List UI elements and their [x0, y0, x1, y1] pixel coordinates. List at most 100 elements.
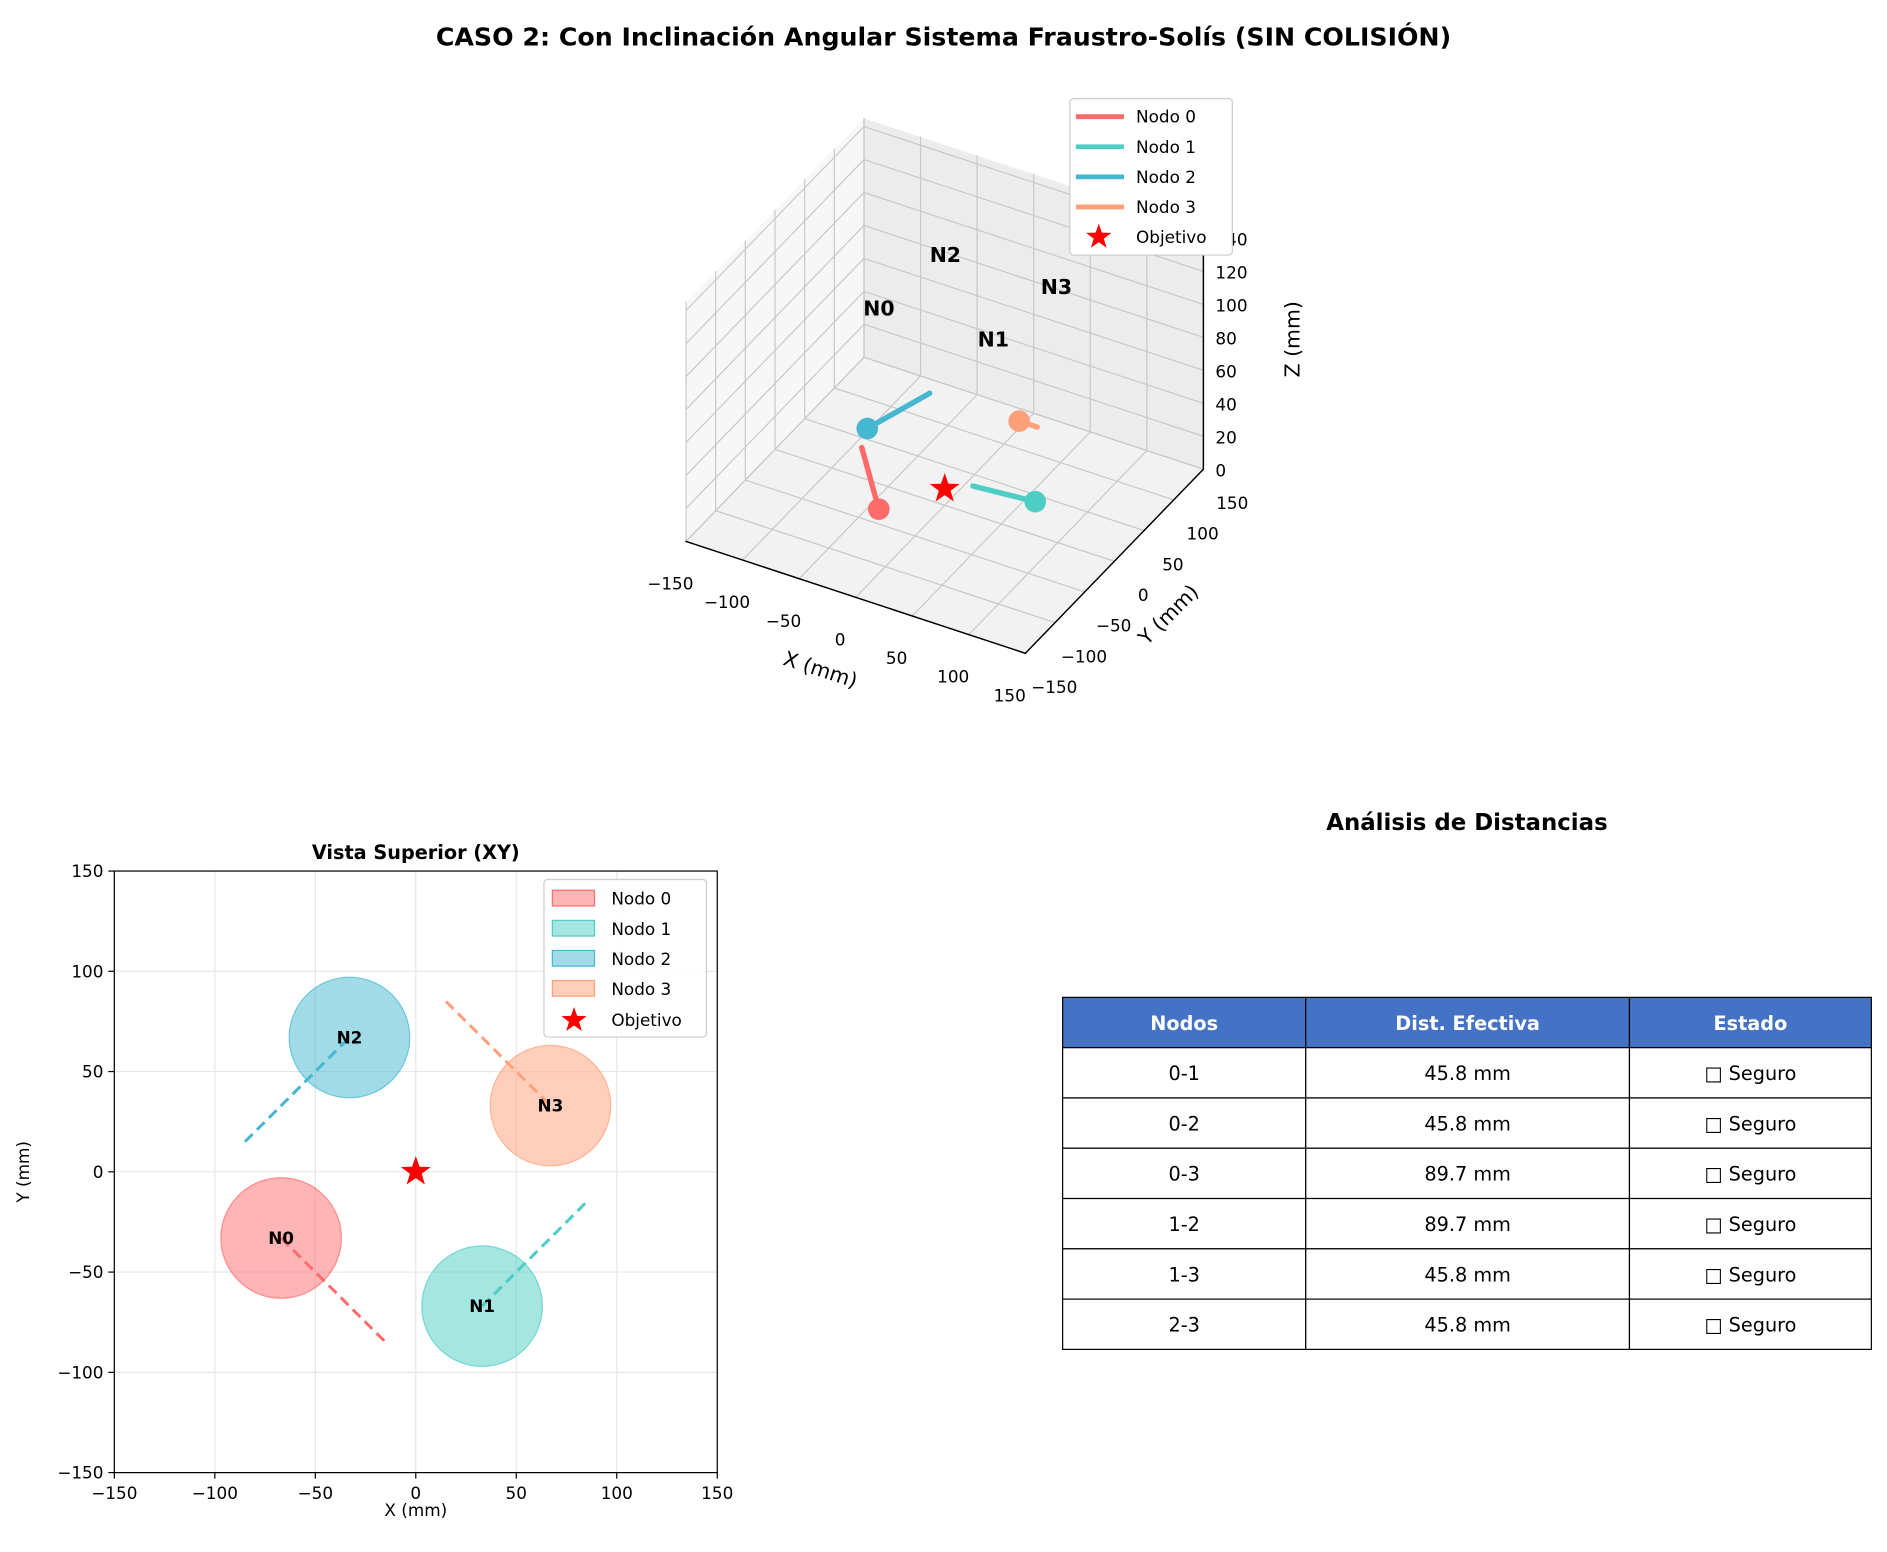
table-cell	[1062, 1147, 1307, 1200]
grid-line	[685, 356, 865, 542]
table-cell-text: 0-1	[1168, 1062, 1199, 1085]
legend-star-icon	[561, 1006, 587, 1031]
y-tick-label: −50	[68, 1262, 104, 1282]
table-cell	[1062, 1047, 1307, 1099]
node-0-marker	[867, 498, 890, 520]
node-2-direction	[243, 1036, 351, 1143]
legend-label: Objetivo	[611, 1010, 681, 1030]
node-1-label: N1	[469, 1296, 495, 1316]
table-cell	[1062, 1197, 1307, 1250]
table-cell-text: 1-2	[1168, 1213, 1199, 1236]
table-cell	[1062, 1298, 1307, 1350]
x-tick-label: 0	[410, 1483, 421, 1503]
table-cell-text: 45.8 mm	[1424, 1112, 1510, 1135]
x-tick-label: 0	[835, 629, 846, 649]
legend-label: Nodo 1	[1136, 137, 1196, 157]
legend-label: Objetivo	[1136, 227, 1206, 247]
node-1-label: N1	[978, 328, 1009, 352]
table-cell-text: 0-2	[1168, 1112, 1199, 1135]
grid-line	[685, 257, 865, 444]
node-2-marker	[856, 417, 879, 440]
grid-line	[863, 224, 1204, 338]
legend-label: Nodo 1	[611, 919, 671, 939]
table-cell	[1305, 1097, 1631, 1149]
table-cell	[1628, 1097, 1872, 1149]
table-header-cell	[1628, 996, 1872, 1049]
top-view-plot: Vista Superior (XY) −150−150 −100 −100 −50 −5…	[13, 841, 733, 1520]
y-tick-label: 100	[71, 961, 103, 981]
z-tick-label: 100	[1215, 296, 1247, 316]
y-tick-label: −50	[1096, 616, 1132, 636]
z-tick-label: 60	[1215, 362, 1236, 382]
distance-table: Análisis de Distancias Nodos Dist. Efectiv…	[1062, 810, 1872, 1350]
table-cell-text: 45.8 mm	[1424, 1263, 1510, 1286]
y-axis-line	[1024, 468, 1205, 655]
grid-line	[685, 290, 865, 477]
table-cell-text: 1-3	[1168, 1263, 1199, 1286]
x-tick-label: 50	[506, 1483, 527, 1503]
figure-title: CASO 2: Con Inclinación Angular Sistema …	[436, 22, 1451, 52]
table-header-cell	[1062, 996, 1307, 1049]
x-tick-label: −100	[192, 1483, 238, 1503]
x-tick-label: 100	[601, 1483, 633, 1503]
table-cell-text: □ Seguro	[1704, 1163, 1796, 1186]
grid-line	[685, 191, 865, 378]
target-star	[929, 473, 960, 502]
y-tick-label: −100	[57, 1362, 103, 1382]
x-tick-label: 150	[701, 1483, 733, 1503]
table-cell-text: □ Seguro	[1704, 1062, 1796, 1085]
grid-line	[685, 158, 865, 345]
node-0-label: N0	[863, 296, 894, 320]
table-header-label: Estado	[1713, 1012, 1787, 1035]
x-tick-label: −50	[766, 611, 802, 631]
table-cell-text: 2-3	[1168, 1314, 1199, 1337]
node-3-label: N3	[1041, 275, 1072, 299]
y-tick-label: 150	[71, 861, 103, 881]
table-cell-text: □ Seguro	[1704, 1112, 1796, 1135]
node-2-line	[864, 390, 933, 432]
table-cell	[1628, 1248, 1872, 1300]
node-3-marker	[1008, 410, 1030, 432]
plot-frame	[113, 870, 718, 1474]
z-tick-label: 0	[1215, 460, 1226, 480]
grid-line	[863, 290, 1204, 404]
grid-line	[833, 387, 1175, 501]
node-1-marker	[1024, 490, 1047, 513]
table-cell-text: 45.8 mm	[1424, 1062, 1510, 1085]
table-header-label: Dist. Efectiva	[1395, 1012, 1540, 1035]
x-axis-label: X (mm)	[781, 646, 861, 692]
y-tick-label: 50	[1162, 554, 1183, 574]
table-cell	[1628, 1298, 1872, 1350]
table-cell-text: 0-3	[1168, 1163, 1199, 1186]
table-cell	[1062, 1248, 1307, 1300]
node-1-direction	[481, 1200, 588, 1308]
y-axis-label: Y (mm)	[13, 1141, 33, 1204]
grid-line	[685, 125, 865, 312]
legend-swatch	[551, 889, 596, 907]
y-tick-label: 150	[1216, 493, 1248, 513]
node-0-direction	[280, 1236, 387, 1344]
legend-swatch	[551, 949, 596, 967]
legend-swatch	[551, 919, 596, 937]
legend-swatch	[551, 979, 596, 997]
node-3-label: N3	[538, 1096, 564, 1116]
grid-line	[863, 257, 1204, 371]
legend-3d	[1069, 98, 1233, 256]
grid-line	[685, 323, 865, 510]
table-cell-text: □ Seguro	[1704, 1213, 1796, 1236]
z-tick-label: 20	[1215, 427, 1236, 447]
table-cell-text: 89.7 mm	[1424, 1163, 1510, 1186]
z-axis-label: Z (mm)	[1281, 301, 1305, 377]
legend-label: Nodo 3	[1136, 197, 1196, 217]
y-tick-label: 50	[82, 1062, 103, 1082]
x-tick-label: −150	[647, 574, 693, 594]
y-tick-label: 100	[1187, 524, 1219, 544]
node-2-label: N2	[337, 1027, 363, 1047]
node-3-direction	[444, 1000, 552, 1107]
legend-label: Nodo 2	[611, 949, 671, 969]
table-header-cell	[1305, 996, 1631, 1049]
node-0-label: N0	[268, 1228, 294, 1248]
legend-star-icon	[1086, 223, 1112, 248]
legend-label: Nodo 3	[611, 979, 671, 999]
